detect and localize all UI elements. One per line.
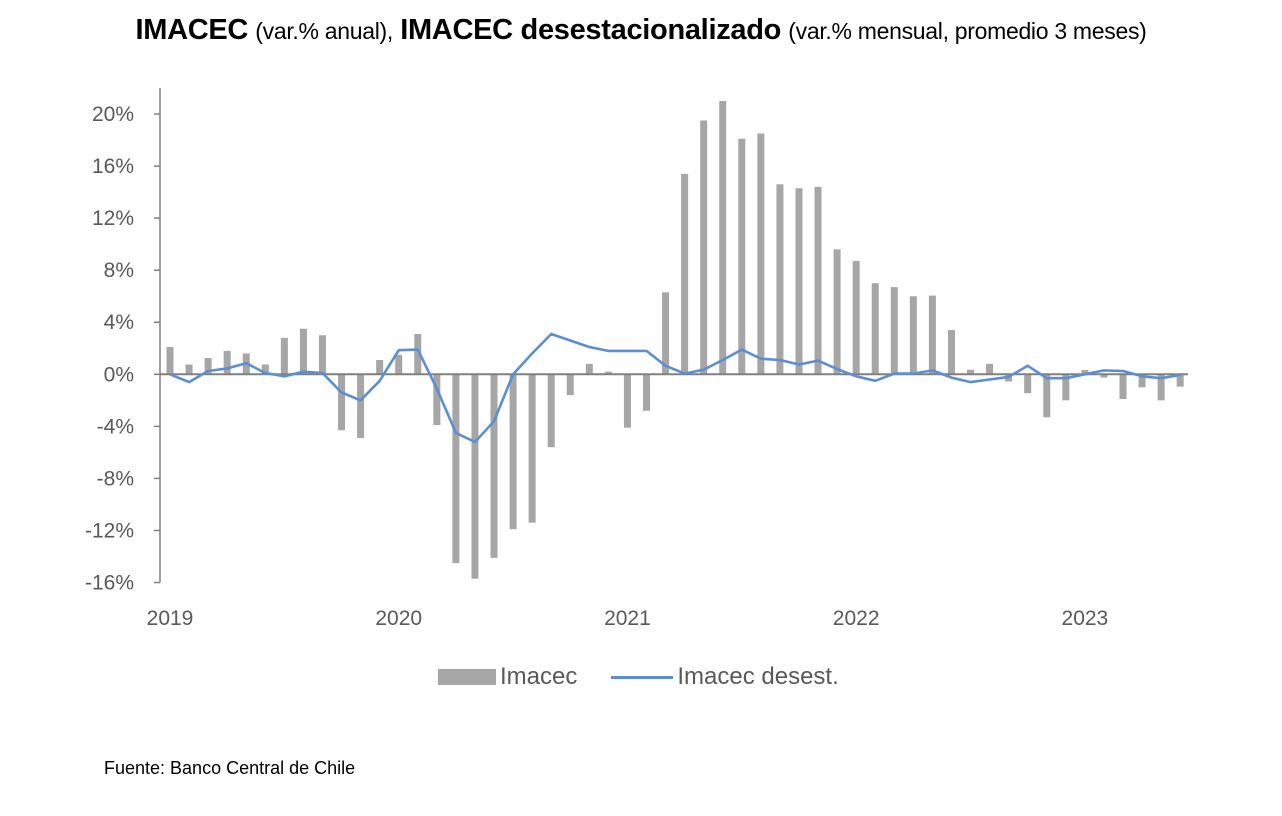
bar-imacec [1157, 374, 1165, 401]
bar-imacec [795, 188, 803, 375]
bar-imacec [1043, 374, 1051, 418]
bar-series-imacec [166, 100, 1184, 579]
x-tick-label: 2021 [604, 607, 651, 630]
bar-imacec [185, 364, 193, 375]
x-tick-label: 2019 [147, 607, 194, 630]
line-series-imacec-desest [169, 332, 1181, 444]
bar-imacec [890, 287, 898, 375]
bar-imacec [490, 374, 498, 558]
legend-label-imacec-desest: Imacec desest. [677, 663, 839, 690]
legend-label-imacec: Imacec [500, 663, 578, 690]
bar-imacec [738, 138, 746, 375]
bar-imacec [681, 173, 689, 375]
chart-plot: 20%16%12%8%4%0%-4%-8%-12%-16% 2019 2020 20… [85, 88, 1188, 630]
bar-imacec [357, 374, 365, 439]
bar-imacec [166, 346, 174, 375]
bar-imacec [1062, 374, 1070, 401]
y-tick-label: 20% [92, 103, 134, 126]
bar-imacec [547, 374, 555, 448]
bar-imacec [1176, 374, 1184, 387]
source-note: Fuente: Banco Central de Chile [104, 758, 356, 778]
bar-imacec [433, 374, 441, 426]
bar-imacec [318, 335, 326, 375]
bar-imacec [1138, 374, 1146, 388]
bar-imacec [566, 374, 574, 396]
legend-swatch-imacec [438, 669, 496, 685]
bar-imacec [376, 359, 384, 375]
x-tick-label: 2020 [375, 607, 422, 630]
title-main-1: IMACEC [135, 14, 249, 46]
bar-imacec [776, 184, 784, 375]
bar-imacec [509, 374, 517, 530]
y-tick-label: -8% [97, 467, 134, 490]
bar-imacec [643, 374, 650, 411]
legend: Imacec Imacec desest. [438, 662, 839, 692]
title-sub-1: (var.% anual), [255, 18, 393, 44]
y-tick-label: 8% [104, 259, 134, 282]
bar-imacec [223, 350, 231, 375]
bar-imacec [395, 354, 403, 375]
y-tick-label: -12% [85, 519, 134, 542]
bar-imacec [299, 328, 307, 375]
y-axis-ticks: 20% 16% 12% 8% 4% 0% -4% -8% -12% -16% [85, 103, 160, 595]
bar-imacec [700, 120, 708, 375]
bar-imacec [833, 249, 841, 375]
bar-imacec [204, 358, 212, 375]
bar-imacec [1100, 374, 1108, 378]
bar-imacec [604, 371, 612, 375]
bar-imacec [471, 374, 479, 579]
y-tick-label: 12% [92, 207, 134, 230]
bar-imacec [986, 363, 994, 375]
bar-imacec [928, 295, 936, 375]
bar-imacec [909, 296, 917, 375]
bar-imacec [585, 363, 593, 375]
bar-imacec [280, 337, 288, 375]
legend-swatch-imacec-desest [611, 675, 674, 679]
bar-imacec [814, 186, 822, 375]
bar-imacec [452, 374, 460, 564]
bar-imacec [662, 292, 670, 375]
bar-imacec [414, 333, 422, 375]
bar-imacec [528, 374, 536, 523]
bar-imacec [852, 261, 860, 375]
x-tick-label: 2022 [833, 607, 880, 630]
y-tick-label: -4% [97, 415, 134, 438]
title-sub-2: (var.% mensual, promedio 3 meses) [788, 18, 1147, 44]
y-tick-label: 16% [92, 155, 134, 178]
bar-imacec [623, 374, 631, 428]
bar-imacec [261, 364, 269, 375]
x-axis-labels: 2019 2020 2021 2022 2023 [147, 607, 1109, 630]
bar-imacec [757, 133, 765, 375]
bar-imacec [947, 330, 955, 375]
y-tick-label: 0% [104, 363, 134, 386]
y-tick-label: -16% [85, 572, 134, 595]
y-tick-label: 4% [104, 311, 134, 334]
bar-imacec [871, 283, 879, 375]
bar-imacec [967, 369, 975, 375]
title-main-2: IMACEC desestacionalizado [400, 14, 782, 46]
bar-imacec [338, 374, 346, 431]
chart-title: IMACEC (var.% anual), IMACEC desestacion… [0, 14, 1282, 47]
bar-imacec [1119, 374, 1127, 400]
bar-imacec [1081, 370, 1089, 375]
bar-imacec [1024, 374, 1032, 394]
x-tick-label: 2023 [1062, 607, 1109, 630]
bar-imacec [719, 100, 727, 375]
